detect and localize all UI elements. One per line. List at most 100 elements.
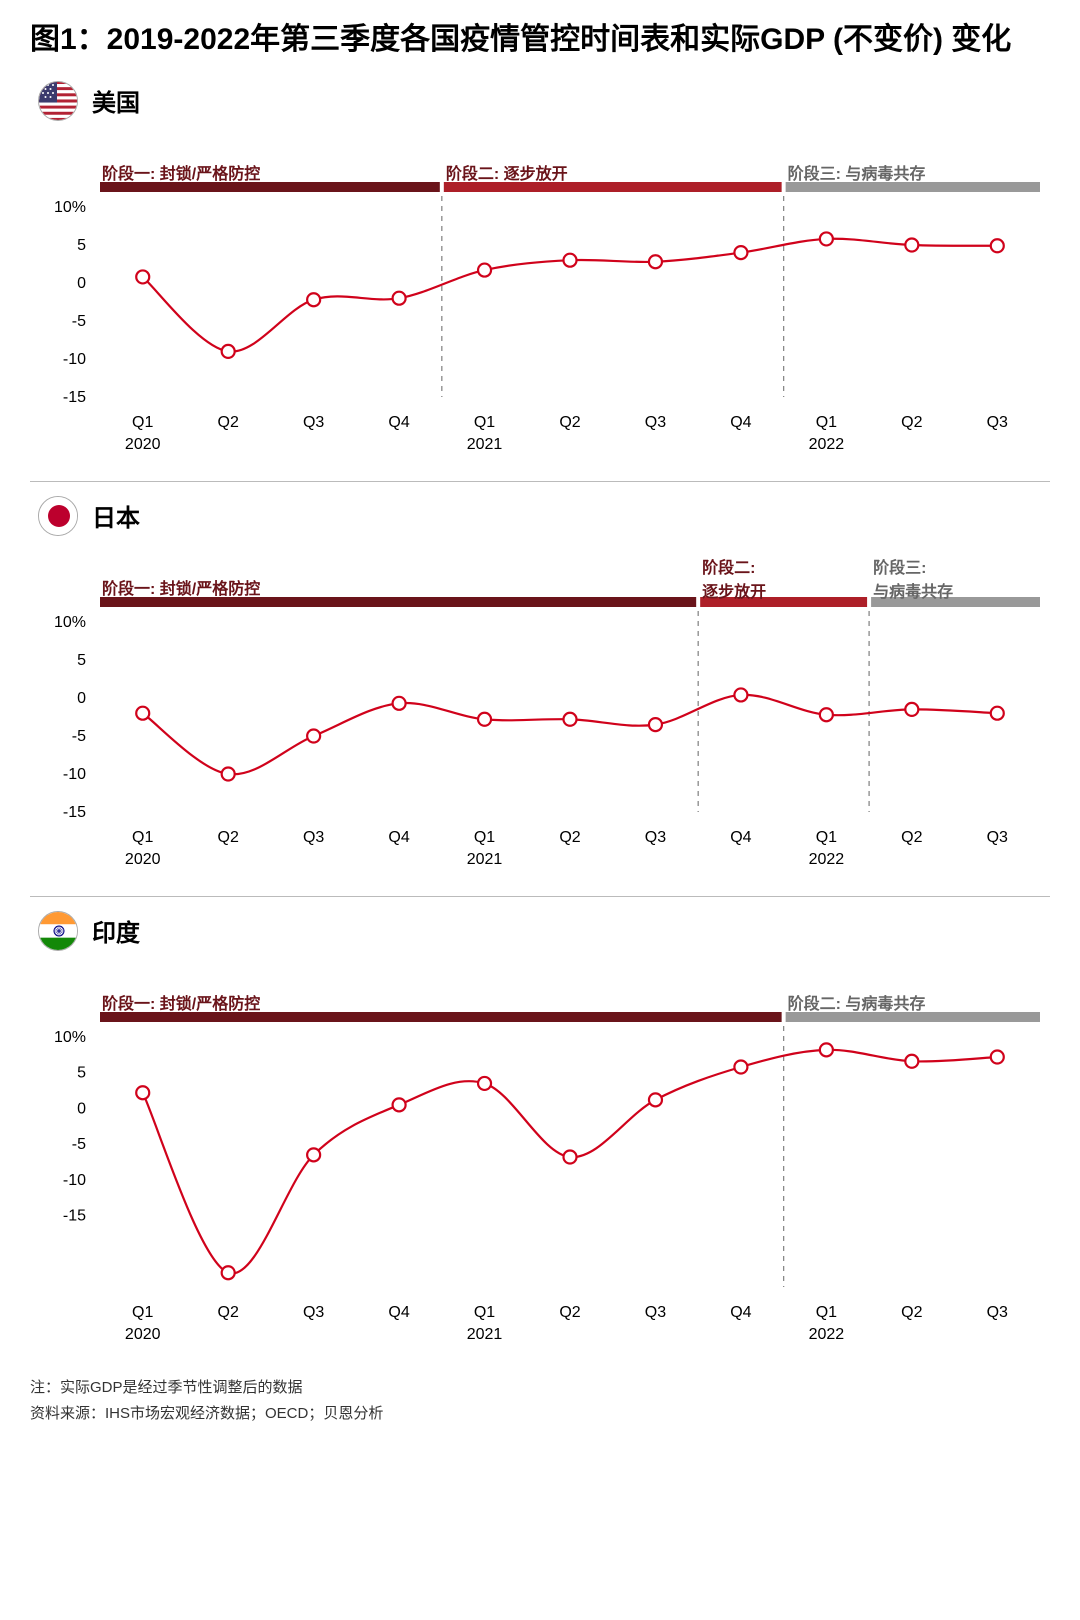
data-marker (564, 712, 577, 725)
y-tick-label: 5 (77, 237, 86, 254)
x-year-label: 2022 (809, 436, 845, 453)
y-tick-label: -15 (63, 804, 86, 821)
x-tick-label: Q4 (730, 829, 751, 846)
x-tick-label: Q2 (218, 829, 239, 846)
data-marker (734, 1060, 747, 1073)
x-tick-label: Q1 (132, 1304, 153, 1321)
y-tick-label: 10% (54, 614, 86, 631)
data-marker (478, 263, 491, 276)
y-tick-label: 0 (77, 275, 86, 292)
data-marker (136, 270, 149, 283)
x-tick-label: Q4 (388, 1304, 409, 1321)
phase-label: 阶段三: 与病毒共存 (788, 160, 926, 184)
data-marker (393, 1098, 406, 1111)
data-marker (820, 232, 833, 245)
x-year-label: 2020 (125, 1326, 161, 1343)
data-marker (820, 708, 833, 721)
data-marker (649, 1093, 662, 1106)
y-tick-label: -10 (63, 1171, 86, 1188)
flag-usa-icon (38, 81, 78, 121)
panel-divider (30, 896, 1050, 897)
chart-wrap: 阶段一: 封锁/严格防控 阶段二: 逐步放开 阶段三: 与病毒共存 10% 5 0 -5 -… (30, 127, 1050, 477)
x-year-label: 2020 (125, 851, 161, 868)
x-tick-label: Q4 (730, 414, 751, 431)
data-marker (991, 1050, 1004, 1063)
data-marker (393, 696, 406, 709)
data-marker (222, 344, 235, 357)
x-tick-label: Q3 (645, 414, 666, 431)
data-marker (393, 291, 406, 304)
x-tick-label: Q1 (816, 829, 837, 846)
x-tick-label: Q3 (303, 829, 324, 846)
x-tick-label: Q4 (388, 414, 409, 431)
flag-india-icon (38, 911, 78, 951)
x-tick-label: Q3 (987, 829, 1008, 846)
phase-label: 阶段一: 封锁/严格防控 (102, 160, 260, 184)
y-tick-label: -15 (63, 389, 86, 406)
x-tick-label: Q1 (132, 414, 153, 431)
x-tick-label: Q2 (218, 414, 239, 431)
y-tick-label: -10 (63, 766, 86, 783)
chart-title: 图1：2019-2022年第三季度各国疫情管控时间表和实际GDP (不变价) 变… (30, 20, 1050, 61)
data-marker (734, 246, 747, 259)
phase-label: 阶段二: 逐步放开 (446, 160, 568, 184)
data-marker (905, 1054, 918, 1067)
x-tick-label: Q1 (816, 414, 837, 431)
y-tick-label: 5 (77, 652, 86, 669)
footnote-2: 资料来源：IHS市场宏观经济数据；OECD；贝恩分析 (30, 1403, 1050, 1426)
y-tick-label: 10% (54, 199, 86, 216)
y-tick-label: 5 (77, 1064, 86, 1081)
data-marker (307, 293, 320, 306)
y-tick-label: -5 (72, 1136, 86, 1153)
phase-label: 阶段三:与病毒共存 (873, 554, 953, 602)
x-tick-label: Q3 (303, 1304, 324, 1321)
phase-label: 阶段二:逐步放开 (702, 554, 766, 602)
footnote-1: 注：实际GDP是经过季节性调整后的数据 (30, 1377, 1050, 1400)
panel-header: 印度 (30, 911, 1050, 951)
x-tick-label: Q3 (645, 829, 666, 846)
chart-wrap: 阶段一: 封锁/严格防控阶段二:逐步放开阶段三:与病毒共存 10%50-5-10… (30, 542, 1050, 892)
data-marker (478, 1076, 491, 1089)
x-tick-label: Q1 (474, 1304, 495, 1321)
data-marker (991, 706, 1004, 719)
chart-wrap: 阶段一: 封锁/严格防控阶段二: 与病毒共存 10%50-5-10-15 Q12… (30, 957, 1050, 1367)
x-tick-label: Q3 (987, 414, 1008, 431)
phase-label: 阶段一: 封锁/严格防控 (102, 990, 260, 1014)
x-year-label: 2021 (467, 436, 503, 453)
y-tick-label: 0 (77, 1100, 86, 1117)
panels-container: 美国 阶段一: 封锁/严格防控 阶段二: 逐步放开 阶段三: 与病毒共存 10% 5 0… (30, 81, 1050, 1367)
y-tick-label: -15 (63, 1207, 86, 1224)
data-marker (991, 239, 1004, 252)
x-year-label: 2022 (809, 851, 845, 868)
y-tick-label: -5 (72, 728, 86, 745)
data-marker (307, 729, 320, 742)
x-year-label: 2022 (809, 1326, 845, 1343)
x-tick-label: Q3 (303, 414, 324, 431)
panel-india: 印度 阶段一: 封锁/严格防控阶段二: 与病毒共存 10%50-5-10-15 … (30, 911, 1050, 1367)
chart-svg: 10%50-5-10-15 Q12020Q2Q3Q4Q12021Q2Q3Q4Q1… (30, 957, 1050, 1367)
x-tick-label: Q2 (559, 1304, 580, 1321)
x-year-label: 2021 (467, 851, 503, 868)
x-tick-label: Q1 (132, 829, 153, 846)
phase-label: 阶段一: 封锁/严格防控 (102, 575, 260, 599)
x-tick-label: Q2 (901, 1304, 922, 1321)
data-marker (136, 706, 149, 719)
x-tick-label: Q4 (388, 829, 409, 846)
x-year-label: 2020 (125, 436, 161, 453)
country-name: 美国 (92, 83, 140, 118)
x-tick-label: Q2 (901, 414, 922, 431)
data-marker (905, 702, 918, 715)
panel-header: 日本 (30, 496, 1050, 536)
phase-label: 阶段二: 与病毒共存 (788, 990, 926, 1014)
panel-usa: 美国 阶段一: 封锁/严格防控 阶段二: 逐步放开 阶段三: 与病毒共存 10% 5 0… (30, 81, 1050, 482)
x-tick-label: Q2 (559, 414, 580, 431)
x-tick-label: Q2 (218, 1304, 239, 1321)
y-tick-label: 10% (54, 1029, 86, 1046)
x-tick-label: Q2 (901, 829, 922, 846)
y-tick-label: -5 (72, 313, 86, 330)
data-marker (564, 253, 577, 266)
data-marker (564, 1150, 577, 1163)
panel-divider (30, 481, 1050, 482)
data-marker (307, 1148, 320, 1161)
x-tick-label: Q4 (730, 1304, 751, 1321)
